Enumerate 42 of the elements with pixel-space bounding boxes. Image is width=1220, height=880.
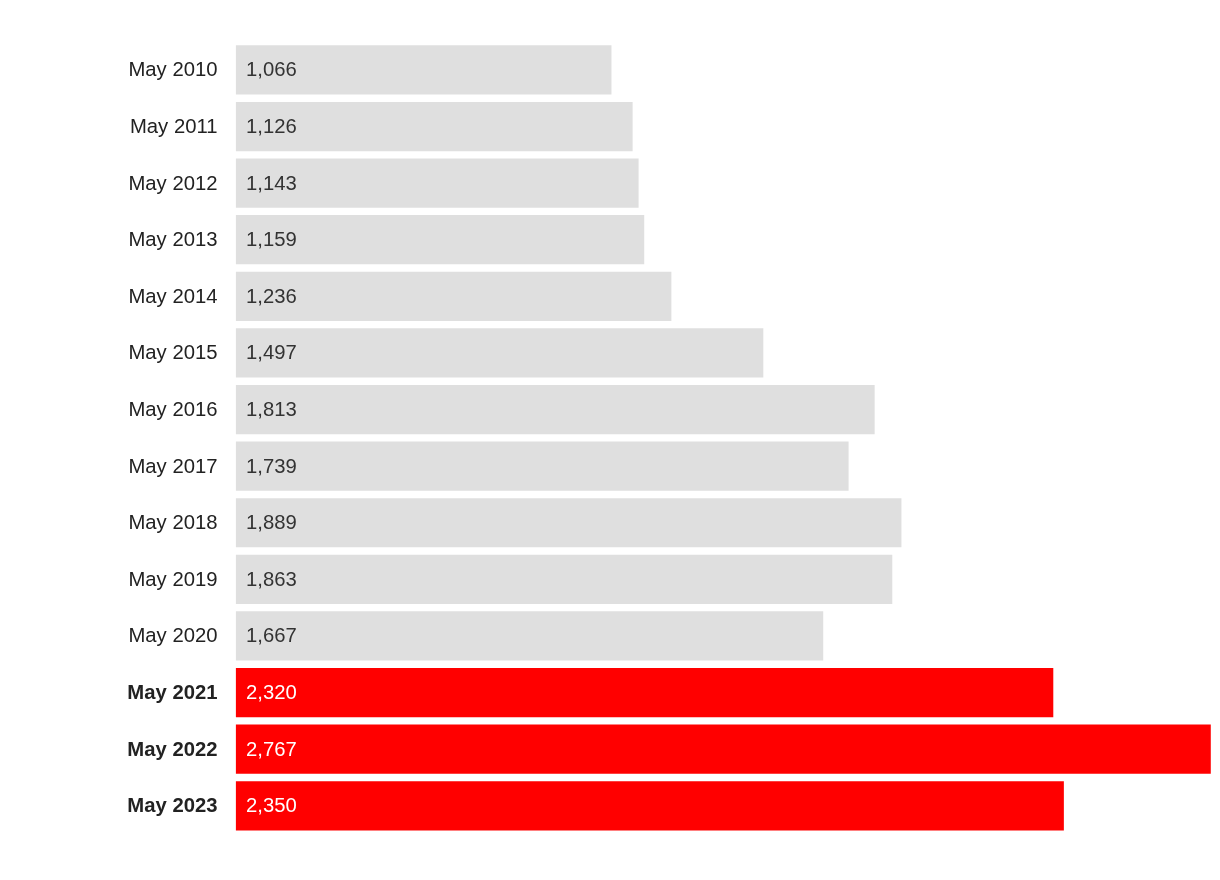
bar [235, 215, 645, 265]
data-label: 1,889 [246, 511, 297, 534]
y-tick-label: May 2021 [127, 681, 218, 704]
y-tick-label: May 2011 [129, 114, 218, 137]
y-tick-label: May 2012 [128, 171, 218, 194]
data-label: 1,066 [246, 58, 297, 81]
bar [235, 271, 672, 321]
bar [235, 554, 893, 604]
y-tick-label: May 2019 [128, 567, 218, 590]
data-label: 2,350 [246, 794, 297, 817]
bar [235, 441, 849, 491]
data-label: 1,497 [246, 341, 297, 364]
bar [235, 158, 639, 208]
y-tick-label: May 2017 [128, 454, 218, 477]
bar [235, 101, 633, 152]
y-tick-label: May 2016 [128, 397, 218, 420]
data-label: 2,320 [246, 681, 297, 704]
data-label: 1,236 [246, 284, 297, 307]
bar [235, 611, 824, 661]
bar [235, 781, 1064, 831]
bar [235, 724, 1211, 774]
y-tick-label: May 2023 [127, 794, 218, 817]
y-tick-label: May 2018 [128, 511, 218, 534]
data-label: 1,863 [246, 567, 297, 590]
bar [235, 498, 902, 548]
bar [235, 328, 764, 378]
bar [235, 667, 1054, 718]
data-label: 1,739 [246, 454, 297, 477]
data-label: 2,767 [246, 737, 297, 760]
data-label: 1,813 [246, 397, 297, 420]
y-tick-label: May 2020 [128, 624, 218, 647]
y-tick-label: May 2022 [127, 737, 218, 760]
y-tick-label: May 2014 [128, 284, 218, 307]
data-label: 1,159 [246, 228, 297, 251]
data-label: 1,667 [246, 624, 297, 647]
data-label: 1,126 [246, 114, 297, 137]
y-tick-label: May 2010 [128, 58, 218, 81]
bar [235, 45, 612, 95]
y-tick-label: May 2013 [128, 228, 218, 251]
bar [235, 384, 875, 435]
y-tick-label: May 2015 [128, 341, 218, 364]
data-label: 1,143 [246, 171, 297, 194]
